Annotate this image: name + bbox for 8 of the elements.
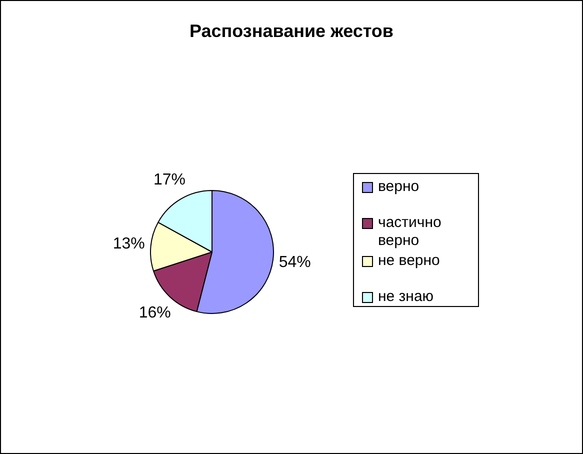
data-label: 54% [278,254,311,271]
legend-label: верно [378,178,420,196]
data-label: 16% [138,304,171,322]
data-label: 13% [112,236,145,253]
legend-label: не верно [378,252,441,270]
chart-title: Распознавание жестов [188,21,394,42]
legend-label: не знаю [378,288,435,306]
data-label: 17% [153,172,186,189]
